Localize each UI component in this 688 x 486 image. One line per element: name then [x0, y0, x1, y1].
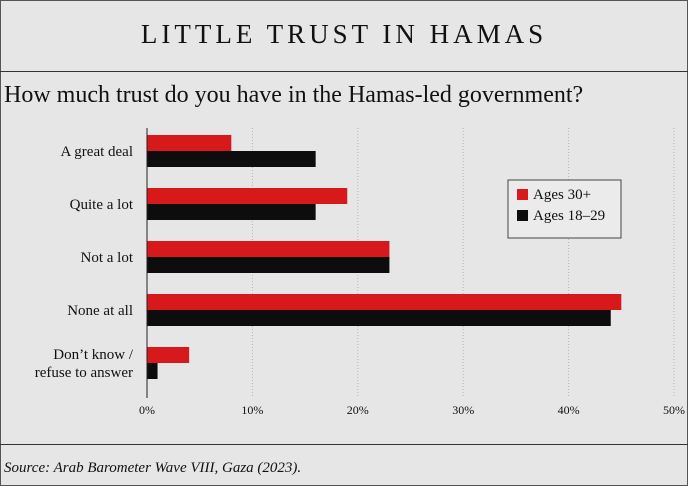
y-axis: A great deal Quite a lot Not a lot None at …	[35, 128, 148, 398]
source-divider	[0, 444, 688, 445]
gridlines	[251, 128, 675, 398]
chart-subtitle: How much trust do you have in the Hamas-…	[4, 82, 584, 108]
bar-ages-18-29	[147, 151, 316, 167]
x-tick-label: 10%	[241, 403, 263, 417]
bar-ages-30-plus	[147, 135, 232, 151]
x-tick-label: 20%	[347, 403, 369, 417]
x-tick-label: 30%	[452, 403, 474, 417]
legend-swatch	[517, 210, 528, 221]
bar-ages-18-29	[147, 257, 390, 273]
bar-ages-30-plus	[147, 241, 390, 257]
bars	[147, 135, 622, 379]
x-tick-label: 40%	[558, 403, 580, 417]
x-axis: 0% 10% 20% 30% 40% 50%	[139, 403, 685, 417]
bar-ages-30-plus	[147, 347, 190, 363]
legend-label: Ages 30+	[533, 187, 591, 203]
bar-ages-18-29	[147, 363, 158, 379]
chart-title: LITTLE TRUST IN HAMAS	[0, 0, 688, 72]
legend-box	[507, 179, 622, 239]
category-label: Quite a lot	[70, 197, 134, 213]
category-label: Not a lot	[81, 250, 134, 266]
bar-ages-18-29	[147, 310, 611, 326]
category-label: refuse to answer	[35, 365, 133, 381]
legend: Ages 30+ Ages 18–29	[507, 179, 622, 239]
bar-ages-18-29	[147, 204, 316, 220]
category-label: None at all	[67, 303, 133, 319]
category-label: Don’t know /	[53, 347, 134, 363]
legend-swatch	[517, 189, 528, 200]
source-note: Source: Arab Barometer Wave VIII, Gaza (…	[4, 460, 302, 476]
bar-chart: A great deal Quite a lot Not a lot None at …	[35, 128, 685, 417]
bar-ages-30-plus	[147, 294, 622, 310]
x-tick-label: 50%	[663, 403, 685, 417]
bar-ages-30-plus	[147, 188, 348, 204]
category-label: A great deal	[61, 144, 133, 160]
x-tick-label: 0%	[139, 403, 155, 417]
legend-label: Ages 18–29	[533, 208, 605, 224]
